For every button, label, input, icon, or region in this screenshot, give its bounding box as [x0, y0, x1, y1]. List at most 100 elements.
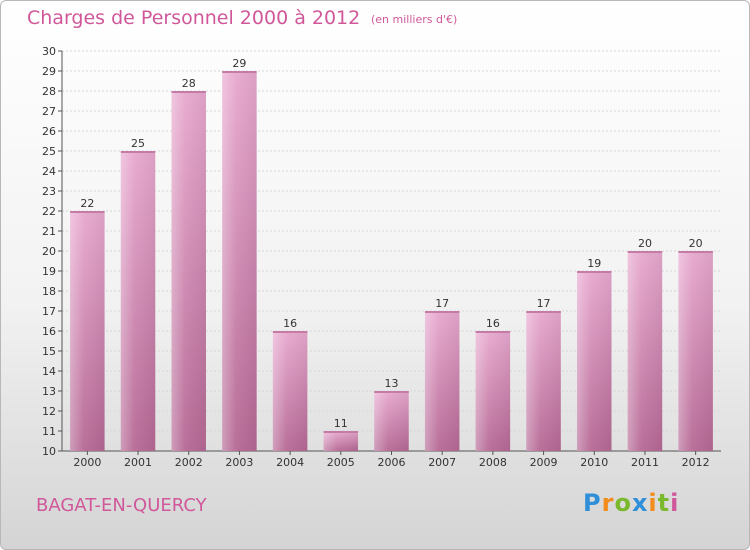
logo-letter: o [614, 489, 632, 517]
x-tick-label: 2011 [631, 456, 659, 469]
bar-top-edge [475, 331, 511, 333]
bar-top-edge [526, 311, 561, 313]
y-tick-label: 15 [42, 345, 56, 358]
chart-title: Charges de Personnel 2000 à 2012 [27, 7, 361, 29]
bar-highlight [577, 271, 612, 451]
x-tick-label: 2012 [682, 456, 710, 469]
bar-highlight [424, 311, 460, 451]
bar-2009 [526, 311, 561, 451]
bar-2000 [70, 211, 105, 451]
bar-2012 [678, 251, 713, 451]
bar-highlight [171, 91, 206, 451]
bar-2010 [577, 271, 612, 451]
bar-2001 [120, 151, 156, 451]
bar-2007 [424, 311, 460, 451]
logo-letter: i [670, 489, 680, 517]
value-label: 20 [638, 237, 652, 250]
y-tick-label: 18 [42, 285, 56, 298]
y-tick-label: 17 [42, 305, 56, 318]
bar-top-edge [70, 211, 105, 213]
y-tick-label: 13 [42, 385, 56, 398]
bar-2003 [222, 71, 257, 451]
y-tick-label: 25 [42, 145, 56, 158]
logo-letter: t [657, 489, 671, 517]
commune-name: BAGAT-EN-QUERCY [36, 495, 207, 516]
y-tick-label: 29 [42, 65, 56, 78]
bar-top-edge [424, 311, 460, 313]
bar-top-edge [272, 331, 308, 333]
value-label: 16 [486, 317, 500, 330]
value-label: 16 [283, 317, 297, 330]
bar-2002 [171, 91, 206, 451]
bar-highlight [475, 331, 511, 451]
y-tick-label: 28 [42, 85, 56, 98]
value-label: 28 [182, 77, 196, 90]
bar-2008 [475, 331, 511, 451]
logo-letter: P [583, 489, 602, 517]
value-label: 11 [334, 417, 348, 430]
x-tick-label: 2009 [530, 456, 558, 469]
x-tick-label: 2000 [73, 456, 101, 469]
y-tick-label: 10 [42, 445, 56, 458]
logo-letter: r [601, 489, 615, 517]
proxiti-logo: Proxiti [583, 489, 679, 517]
value-label: 29 [232, 57, 246, 70]
y-tick-label: 20 [42, 245, 56, 258]
y-tick-label: 12 [42, 405, 56, 418]
value-label: 19 [587, 257, 601, 270]
bar-highlight [374, 391, 409, 451]
chart-subtitle: (en milliers d'€) [371, 13, 458, 26]
bar-highlight [323, 431, 359, 451]
value-label: 25 [131, 137, 145, 150]
bar-2005 [323, 431, 359, 451]
x-tick-label: 2007 [428, 456, 456, 469]
bars [70, 71, 713, 451]
y-tick-label: 16 [42, 325, 56, 338]
x-tick-label: 2005 [327, 456, 355, 469]
bar-highlight [222, 71, 257, 451]
bar-top-edge [627, 251, 663, 253]
bar-2006 [374, 391, 409, 451]
bar-highlight [70, 211, 105, 451]
bar-top-edge [577, 271, 612, 273]
x-tick-label: 2004 [276, 456, 304, 469]
bar-2004 [272, 331, 308, 451]
value-label: 20 [689, 237, 703, 250]
y-tick-label: 23 [42, 185, 56, 198]
y-tick-label: 27 [42, 105, 56, 118]
x-tick-label: 2010 [580, 456, 608, 469]
y-tick-label: 11 [42, 425, 56, 438]
logo-letter: i [648, 489, 658, 517]
y-tick-label: 14 [42, 365, 56, 378]
y-tick-label: 26 [42, 125, 56, 138]
bar-top-edge [678, 251, 713, 253]
value-label: 17 [537, 297, 551, 310]
bar-top-edge [374, 391, 409, 393]
logo-letter: x [631, 489, 649, 517]
bar-top-edge [323, 431, 359, 433]
y-tick-label: 30 [42, 45, 56, 58]
bar-highlight [678, 251, 713, 451]
value-label: 17 [435, 297, 449, 310]
bar-top-edge [222, 71, 257, 73]
bar-highlight [120, 151, 156, 451]
y-tick-label: 24 [42, 165, 56, 178]
value-label: 13 [385, 377, 399, 390]
y-tick-label: 19 [42, 265, 56, 278]
x-tick-label: 2001 [124, 456, 152, 469]
bar-top-edge [171, 91, 206, 93]
labels: 10 11 12 13 14 15 16 17 18 19 20 21 22 23 24 25 26 27 28 29… [42, 45, 710, 469]
x-tick-label: 2003 [225, 456, 253, 469]
y-tick-label: 21 [42, 225, 56, 238]
bar-2011 [627, 251, 663, 451]
bar-highlight [627, 251, 663, 451]
bar-top-edge [120, 151, 156, 153]
x-tick-label: 2002 [175, 456, 203, 469]
value-label: 22 [80, 197, 94, 210]
bar-highlight [272, 331, 308, 451]
bar-highlight [526, 311, 561, 451]
y-tick-label: 22 [42, 205, 56, 218]
x-tick-label: 2006 [378, 456, 406, 469]
